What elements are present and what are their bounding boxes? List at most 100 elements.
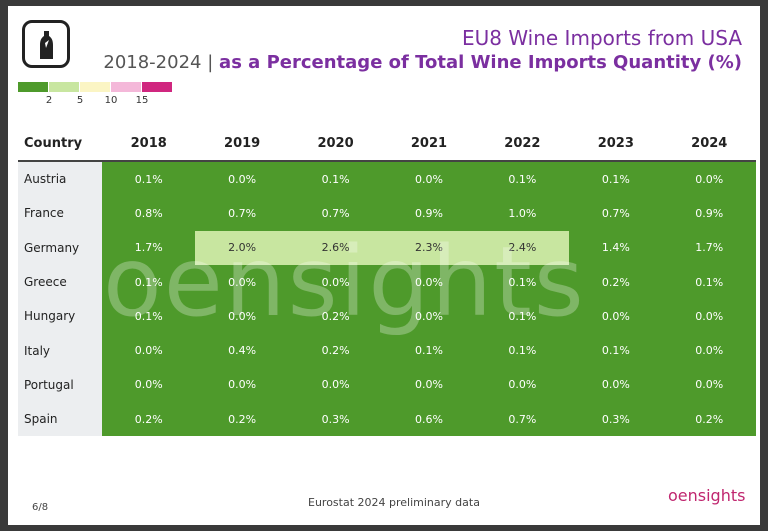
cell: 0.0% xyxy=(288,367,383,403)
subtitle-text: as a Percentage of Total Wine Imports Qu… xyxy=(219,52,742,73)
legend-label: 15 xyxy=(135,95,149,106)
row: Hungary 0.1% 0.0% 0.2% 0.0% 0.1% 0.0% 0.0% xyxy=(18,299,756,334)
cell: 0.3% xyxy=(288,402,383,437)
row: Austria 0.1% 0.0% 0.1% 0.0% 0.1% 0.1% 0.0% xyxy=(18,161,756,197)
cell: 0.1% xyxy=(475,299,570,334)
cell: 0.0% xyxy=(288,264,383,300)
cell: 2.4% xyxy=(475,230,570,265)
cell: 1.7% xyxy=(102,230,196,265)
cell: 0.0% xyxy=(382,264,476,300)
column-header: Country xyxy=(18,126,102,162)
cell: 0.2% xyxy=(662,402,756,437)
cell: 0.1% xyxy=(569,333,663,368)
column-header: 2019 xyxy=(195,126,289,162)
column-header: 2018 xyxy=(102,126,196,162)
legend-swatch xyxy=(49,82,79,92)
cell: 0.0% xyxy=(195,299,289,334)
cell: 0.1% xyxy=(569,161,663,197)
country: Portugal xyxy=(18,367,102,403)
cell: 1.4% xyxy=(569,230,663,265)
cell: 2.0% xyxy=(195,230,289,265)
cell: 0.0% xyxy=(102,367,196,403)
cell: 0.1% xyxy=(102,264,196,300)
cell: 0.9% xyxy=(662,196,756,231)
cell: 0.1% xyxy=(288,161,383,197)
footer-logo: oensights xyxy=(668,486,746,505)
row: Italy 0.0% 0.4% 0.2% 0.1% 0.1% 0.1% 0.0% xyxy=(18,333,756,368)
table: Country 2018 2019 2020 2021 2022 2023 2024 Austr… xyxy=(18,126,756,437)
cell: 0.7% xyxy=(569,196,663,231)
column-header: 2024 xyxy=(662,126,756,162)
logo-icon xyxy=(40,31,53,59)
source: Eurostat 2024 preliminary data xyxy=(308,496,480,509)
cell: 0.3% xyxy=(569,402,663,437)
cell: 0.2% xyxy=(288,299,383,334)
row: Spain 0.2% 0.2% 0.3% 0.6% 0.7% 0.3% 0.2% xyxy=(18,402,756,437)
country: Hungary xyxy=(18,299,102,334)
header-row: Country 2018 2019 2020 2021 2022 2023 2024 xyxy=(18,126,756,162)
cell: 0.0% xyxy=(195,161,289,197)
legend-swatch xyxy=(80,82,110,92)
cell: 0.9% xyxy=(382,196,476,231)
legend-label: 5 xyxy=(76,95,84,106)
country: Spain xyxy=(18,402,102,437)
legend-label: 2 xyxy=(45,95,53,106)
column-header: 2021 xyxy=(382,126,476,162)
legend-label: 10 xyxy=(104,95,118,106)
cell: 0.7% xyxy=(288,196,383,231)
legend-swatch xyxy=(111,82,141,92)
page-number: 6/8 xyxy=(32,502,49,513)
cell: 1.7% xyxy=(662,230,756,265)
cell: 0.2% xyxy=(195,402,289,437)
cell: 0.0% xyxy=(662,161,756,197)
cell: 0.2% xyxy=(102,402,196,437)
separator: | xyxy=(207,52,214,73)
logo xyxy=(22,20,70,68)
cell: 0.0% xyxy=(382,367,476,403)
cell: 2.3% xyxy=(382,230,476,265)
country: Germany xyxy=(18,230,102,265)
cell: 0.0% xyxy=(195,264,289,300)
cell: 0.0% xyxy=(195,367,289,403)
cell: 0.7% xyxy=(475,402,570,437)
row: Greece 0.1% 0.0% 0.0% 0.0% 0.1% 0.2% 0.1% xyxy=(18,264,756,300)
cell: 2.6% xyxy=(288,230,383,265)
cell: 0.0% xyxy=(662,367,756,403)
country: France xyxy=(18,196,102,231)
cell: 0.1% xyxy=(102,299,196,334)
cell: 0.0% xyxy=(102,333,196,368)
column-header: 2020 xyxy=(288,126,383,162)
cell: 0.1% xyxy=(475,333,570,368)
subtitle: 2018-2024 | as a Percentage of Total Win… xyxy=(103,52,742,73)
row: Germany 1.7% 2.0% 2.6% 2.3% 2.4% 1.4% 1.7% xyxy=(18,230,756,265)
cell: 0.1% xyxy=(475,264,570,300)
cell: 0.1% xyxy=(475,161,570,197)
cell: 0.1% xyxy=(662,264,756,300)
country: Austria xyxy=(18,161,102,197)
country: Italy xyxy=(18,333,102,368)
subtitle-years: 2018-2024 xyxy=(103,52,202,73)
cell: 0.6% xyxy=(382,402,476,437)
column-header: 2022 xyxy=(475,126,570,162)
cell: 0.0% xyxy=(662,333,756,368)
cell: 0.4% xyxy=(195,333,289,368)
cell: 0.0% xyxy=(382,161,476,197)
title: EU8 Wine Imports from USA xyxy=(461,26,742,50)
cell: 0.0% xyxy=(382,299,476,334)
country: Greece xyxy=(18,264,102,300)
cell: 0.2% xyxy=(288,333,383,368)
cell: 0.7% xyxy=(195,196,289,231)
cell: 0.0% xyxy=(569,367,663,403)
row: Portugal 0.0% 0.0% 0.0% 0.0% 0.0% 0.0% 0.0% xyxy=(18,367,756,403)
legend-swatch xyxy=(18,82,48,92)
column-header: 2023 xyxy=(569,126,663,162)
cell: 0.2% xyxy=(569,264,663,300)
cell: 0.0% xyxy=(662,299,756,334)
cell: 0.1% xyxy=(102,161,196,197)
slide: EU8 Wine Imports from USA 2018-2024 | as… xyxy=(8,6,760,525)
cell: 0.0% xyxy=(569,299,663,334)
row: France 0.8% 0.7% 0.7% 0.9% 1.0% 0.7% 0.9% xyxy=(18,196,756,231)
legend-swatch xyxy=(142,82,172,92)
cell: 1.0% xyxy=(475,196,570,231)
